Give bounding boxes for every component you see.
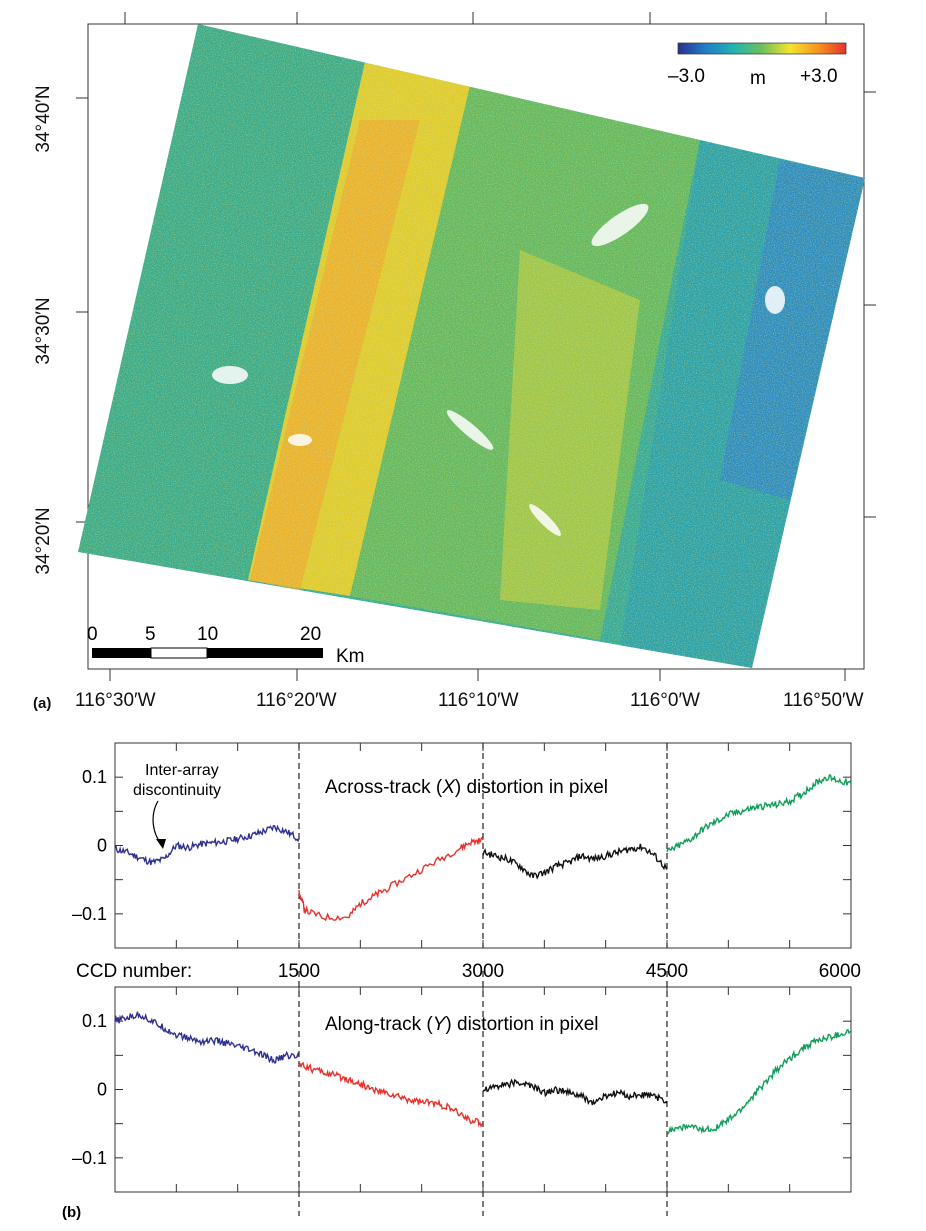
along-track-series-4 <box>666 1028 852 1135</box>
across-track-dividers <box>298 743 668 948</box>
along-track-series-2 <box>298 1061 484 1128</box>
map-frame-ticks <box>76 12 876 681</box>
along-track-dividers <box>298 971 668 1216</box>
lon-label-11620: 116°20′W <box>256 690 337 711</box>
colorbar-max-label: +3.0 <box>800 66 838 87</box>
along-track-plot: –0.1 0 0.1 Along-track (Y) distortion in p… <box>72 971 852 1216</box>
along-track-series-1 <box>114 1011 300 1064</box>
across-track-series-3 <box>482 843 668 880</box>
colorbar <box>677 42 847 55</box>
across-track-series <box>114 773 852 922</box>
distortion-plots: –0.100.1 Across-track (X) distortion in … <box>62 742 861 1221</box>
map-frame <box>87 23 865 670</box>
lon-label-11630: 116°30′W <box>75 690 156 711</box>
along-track-title-b: ) distortion in pixel <box>445 1014 598 1035</box>
ccd-tick-label: 6000 <box>819 961 861 982</box>
across-track-series-1 <box>114 824 300 866</box>
annotation-line1: Inter-array <box>145 762 219 779</box>
across-track-title: Across-track (X) distortion in pixel <box>325 777 608 798</box>
along-track-ytick-label: 0 <box>97 1080 107 1100</box>
ccd-axis-label: CCD number: <box>76 961 192 982</box>
lat-label-3420: 34°20′N <box>33 507 54 575</box>
annotation-line2: discontinuity <box>133 782 221 799</box>
scalebar-tick-0: 0 <box>87 624 98 645</box>
panel-b-label: (b) <box>62 1204 81 1221</box>
along-track-ytick-labels: –0.1 0 0.1 <box>72 1011 107 1168</box>
along-track-ytick-label: –0.1 <box>72 1148 107 1168</box>
along-track-title: Along-track (Y) distortion in pixel <box>325 1014 599 1035</box>
ccd-axis-labels: CCD number: 1500 3000 4500 6000 <box>76 961 861 982</box>
across-track-ytick-labels: –0.1 0 0.1 <box>72 767 107 924</box>
scalebar-tick-20: 20 <box>300 624 321 645</box>
lon-label-1160: 116°0′W <box>630 690 700 711</box>
across-track-series-4 <box>666 773 852 853</box>
along-track-series-3 <box>482 1078 668 1106</box>
across-track-ytick-label: 0.1 <box>82 767 107 787</box>
colorbar-min-label: –3.0 <box>668 66 705 87</box>
lon-label-11610: 116°10′W <box>438 690 519 711</box>
colorbar-unit-label: m <box>750 68 766 89</box>
along-track-title-a: Along-track ( <box>325 1014 433 1035</box>
along-track-title-var: Y <box>433 1014 447 1035</box>
lon-label-11650: 116°50′W <box>783 690 864 711</box>
map-panel: –3.0 m +3.0 0 5 10 20 Km <box>76 12 876 681</box>
displacement-map <box>78 24 865 668</box>
across-track-series-2 <box>298 836 484 922</box>
lat-label-3430: 34°30′N <box>33 297 54 365</box>
along-track-ticks <box>115 987 851 1192</box>
lat-label-3440: 34°40′N <box>33 85 54 153</box>
scalebar-tick-5: 5 <box>145 624 156 645</box>
map-speckle-blue <box>78 24 865 668</box>
across-track-title-a: Across-track ( <box>325 777 443 798</box>
across-track-plot: –0.1 0 0.1 Across-track (X) distortion in … <box>72 742 852 949</box>
across-track-ytick-label: 0 <box>97 836 107 856</box>
scalebar-unit: Km <box>336 646 365 667</box>
scalebar: 0 5 10 20 Km <box>87 624 365 667</box>
across-track-ytick-label: –0.1 <box>72 904 107 924</box>
across-track-title-var: X <box>441 777 456 798</box>
along-track-series <box>114 1011 852 1135</box>
across-track-title-b: ) distortion in pixel <box>455 777 608 798</box>
panel-a-label: (a) <box>33 695 52 712</box>
scalebar-tick-10: 10 <box>197 624 218 645</box>
map-white-gaps <box>212 203 785 536</box>
along-track-ytick-label: 0.1 <box>82 1011 107 1031</box>
annotation-arrowhead <box>156 839 166 849</box>
